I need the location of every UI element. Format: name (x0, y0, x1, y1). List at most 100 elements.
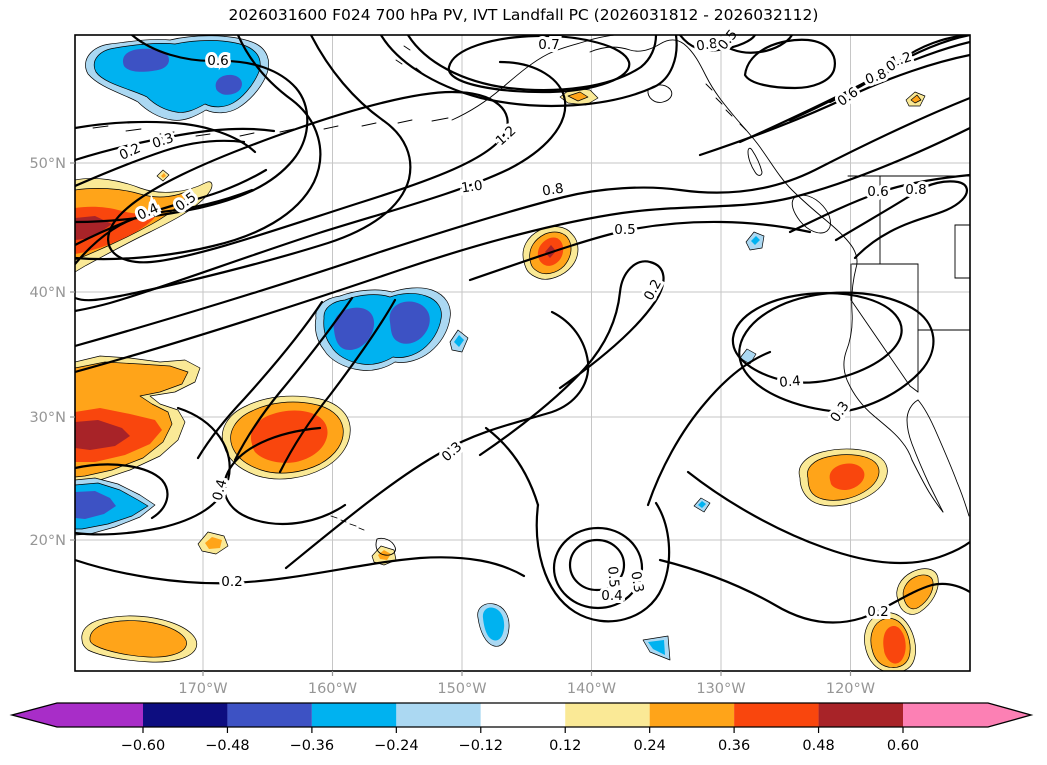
colorbar: −0.60 −0.48 −0.36 −0.24 −0.12 0.12 0.24 0.36 0.4… (9, 702, 1034, 754)
coastline (159, 131, 175, 135)
colorbar-segment (311, 703, 397, 727)
contour-label: 0.3 (627, 570, 646, 594)
contour-label: 1.2 (493, 123, 520, 149)
contour-line (75, 120, 257, 154)
shaded-region (902, 574, 934, 610)
x-tick-label: 150°W (437, 681, 486, 697)
shaded-region (829, 463, 865, 491)
coastline (725, 109, 733, 117)
contour-label: 0.5 (614, 222, 635, 238)
x-tick-label: 120°W (826, 681, 875, 697)
contour-line (75, 35, 309, 224)
colorbar-extend-right (903, 703, 1031, 727)
gridlines-layer (75, 35, 970, 671)
contour-line (75, 556, 526, 585)
contour-line (686, 470, 970, 565)
contour-line (478, 260, 665, 457)
contour-line (75, 188, 254, 266)
y-tick-label: 50°N (29, 156, 66, 172)
contour-line (379, 35, 678, 108)
shaded-region (333, 307, 375, 350)
contour-line (233, 296, 354, 462)
contour-line (738, 291, 935, 414)
coastline (911, 459, 944, 513)
colorbar-tick-label: 0.24 (634, 738, 666, 754)
colorbar-segment (818, 703, 903, 727)
contour-line (223, 426, 347, 526)
colorbar-segment (649, 703, 735, 727)
shaded-region (648, 640, 665, 655)
colorbar-tick-label: 0.12 (549, 738, 581, 754)
coastline (397, 119, 413, 124)
y-tick-label: 30°N (29, 410, 66, 426)
coastline (715, 97, 723, 105)
contour-line (658, 558, 970, 624)
shaded-region (883, 626, 906, 664)
shaded-region (567, 91, 589, 102)
contour-label: 0.5 (604, 566, 622, 589)
colorbar-segment (396, 703, 481, 727)
colorbar-segment (480, 703, 566, 727)
contour-line (196, 300, 324, 460)
coastline (323, 125, 339, 130)
contour-line (743, 38, 836, 90)
contour-line (75, 96, 970, 348)
shaded-region (215, 74, 242, 95)
coastline (403, 45, 411, 51)
contour-line (75, 126, 970, 374)
map-frame-rect (74, 34, 971, 672)
contour-line (828, 35, 970, 104)
shaded-region (89, 620, 187, 658)
map-frame (74, 34, 971, 672)
contour-line (75, 127, 276, 162)
contour-line (75, 168, 268, 247)
coastline (747, 147, 763, 176)
shaded-region (482, 607, 505, 641)
shaded-region (205, 537, 222, 549)
contour-label: 0.6 (867, 184, 888, 200)
contour-line (278, 298, 397, 474)
contour-line (552, 526, 644, 610)
coastline (917, 399, 970, 517)
contour-line (284, 310, 590, 570)
contour-label: 0.4 (601, 588, 622, 604)
plot-title: 2026031600 F024 700 hPa PV, IVT Landfall… (228, 6, 819, 24)
contour-line (75, 406, 231, 536)
coastline (791, 194, 831, 234)
coastline (92, 125, 109, 129)
contour-line (75, 60, 567, 313)
x-tick-label: 170°W (178, 681, 227, 697)
contour-label: 0.2 (867, 604, 888, 620)
contour-line (75, 139, 246, 188)
contour-line (788, 173, 970, 234)
colorbar-tick-label: −0.24 (374, 738, 418, 754)
shaded-region (751, 236, 760, 245)
colorbar-segment (227, 703, 312, 727)
coastline (395, 59, 403, 65)
shaded-region (161, 173, 166, 178)
coastline (358, 527, 365, 531)
colorbar-segment (565, 703, 650, 727)
x-tick-label: 130°W (696, 681, 745, 697)
contour-line (406, 35, 658, 92)
shaded-region (389, 301, 430, 344)
shaded-region (698, 501, 706, 508)
contour-line (484, 426, 540, 507)
coastline (349, 523, 357, 527)
contour-label: 0.3 (827, 399, 852, 426)
contour-line (535, 501, 671, 623)
colorbar-tick-label: −0.60 (121, 738, 165, 754)
coastline (375, 537, 396, 556)
contour-label: 0.6 (207, 53, 228, 69)
axis-labels-layer: 170°W 160°W 150°W 140°W 130°W 120°W 50°N 40°N 30… (29, 156, 875, 697)
contour-line (75, 463, 169, 520)
colorbar-segment (143, 703, 228, 727)
coastline (330, 515, 338, 519)
contour-label: 0.8 (905, 182, 926, 198)
contour-label: 0.4 (779, 373, 802, 391)
coastline (850, 299, 911, 387)
contour-line (834, 180, 968, 260)
contour-line (646, 350, 772, 507)
coastline (906, 399, 944, 513)
